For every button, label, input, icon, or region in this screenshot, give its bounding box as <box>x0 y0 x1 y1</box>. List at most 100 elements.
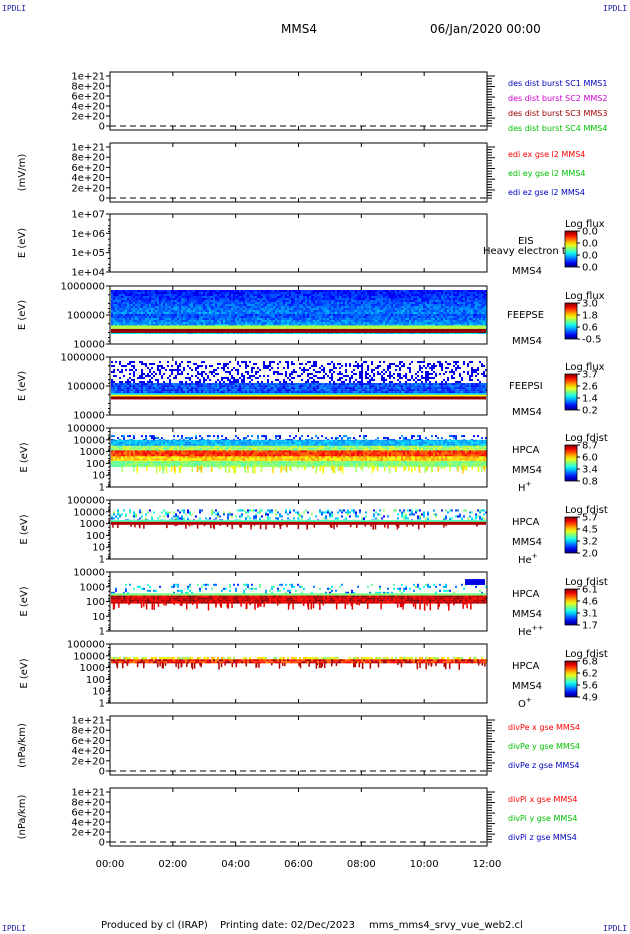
colorbar-tick-label: 0.0 <box>582 227 598 238</box>
spectrogram-cell <box>413 316 415 318</box>
spectrogram-cell <box>277 314 279 316</box>
spectrogram-cell <box>179 320 181 322</box>
spectrogram-cell <box>233 304 235 306</box>
spectrogram-cell <box>229 310 231 312</box>
spectrogram-cell <box>209 302 211 304</box>
spectrogram-cell <box>281 290 283 292</box>
spectrogram-cell <box>467 292 469 294</box>
spectrogram-cell <box>127 314 129 316</box>
spectrogram-cell <box>269 361 271 363</box>
spectrogram-cell <box>343 292 345 294</box>
spectrogram-cell <box>361 332 363 334</box>
spectrogram-cell <box>465 314 467 316</box>
spectrogram-cell <box>253 294 255 296</box>
spectrogram-cell <box>439 300 441 302</box>
spectrogram-cell <box>333 300 335 302</box>
spectrogram-cell <box>407 304 409 306</box>
spectrogram-cell <box>311 304 313 306</box>
spectrogram-cell <box>175 318 177 320</box>
spectrogram-cell <box>229 379 231 381</box>
spectrogram-cell <box>399 320 401 322</box>
spectrogram-cell <box>301 294 303 296</box>
spectrogram-cell <box>459 304 461 306</box>
spectrogram-cell <box>465 332 467 334</box>
spectrogram-cell <box>373 324 375 326</box>
spectrogram-cell <box>181 324 183 326</box>
spectrogram-cell <box>473 308 475 310</box>
spectrogram-cell <box>337 304 339 306</box>
spectrogram-cell <box>157 296 159 298</box>
spectrogram-cell <box>263 306 265 308</box>
spectrogram-cell <box>329 312 331 314</box>
spectrogram-cell <box>307 332 309 334</box>
spectrogram-cell <box>225 296 227 298</box>
spectrogram-cell <box>139 314 141 316</box>
spectrogram-cell <box>219 304 221 306</box>
spectrogram-cell <box>249 308 251 310</box>
spectrogram-cell <box>469 377 471 379</box>
spectrogram-cell <box>255 290 257 292</box>
spectrogram-cell <box>203 292 205 294</box>
spectrogram-cell <box>361 365 363 367</box>
spectrogram-cell <box>463 304 465 306</box>
spectrogram-cell <box>421 300 423 302</box>
spectrogram-cell <box>253 322 255 324</box>
spectrogram-cell <box>299 316 301 318</box>
spectrogram-cell <box>273 320 275 322</box>
spectrogram-cell <box>263 310 265 312</box>
spectrogram-cell <box>355 310 357 312</box>
spectrogram-cell <box>433 314 435 316</box>
spectrogram-cell <box>419 332 421 334</box>
spectrogram-cell <box>449 324 451 326</box>
spectrogram-cell <box>297 310 299 312</box>
spectrogram-cell <box>133 361 135 363</box>
spectrogram-cell <box>287 300 289 302</box>
spectrogram-cell <box>141 300 143 302</box>
spectrogram-cell <box>141 318 143 320</box>
spectrogram-cell <box>389 294 391 296</box>
spectrogram-cell <box>111 294 113 296</box>
spectrogram-cell <box>289 332 291 334</box>
spectrogram-cell <box>385 296 387 298</box>
spectrogram-cell <box>371 296 373 298</box>
spectrogram-cell <box>245 320 247 322</box>
spectrogram-cell <box>233 310 235 312</box>
spectrogram-cell <box>255 302 257 304</box>
spectrogram-cell <box>483 290 485 292</box>
spectrogram-cell <box>475 310 477 312</box>
spectrogram-cell <box>473 292 475 294</box>
spectrogram-cell <box>341 316 343 318</box>
spectrogram-cell <box>253 302 255 304</box>
spectrogram-cell <box>229 306 231 308</box>
spectrogram-cell <box>141 298 143 300</box>
spectrogram-cell <box>293 377 295 379</box>
spectrogram-cell <box>291 324 293 326</box>
spectrogram-cell <box>229 304 231 306</box>
spectrogram-cell <box>371 304 373 306</box>
spectrogram-cell <box>143 294 145 296</box>
spectrogram-cell <box>437 324 439 326</box>
spectrogram-cell <box>451 290 453 292</box>
spectrogram-cell <box>321 324 323 326</box>
spectrogram-cell <box>391 312 393 314</box>
spectrogram-cell <box>241 306 243 308</box>
spectrogram-cell <box>443 320 445 322</box>
spectrogram-cell <box>441 322 443 324</box>
spectrogram-cell <box>377 324 379 326</box>
spectrogram-cell <box>133 298 135 300</box>
spectrogram-cell <box>301 302 303 304</box>
spectrogram-cell <box>227 363 229 365</box>
y-tick-label: 2e+20 <box>71 183 105 194</box>
spectrogram-cell <box>393 292 395 294</box>
spectrogram-cell <box>381 310 383 312</box>
spectrogram-cell <box>165 332 167 334</box>
spectrogram-cell <box>141 312 143 314</box>
spectrogram-cell <box>249 306 251 308</box>
spectrogram-cell <box>325 296 327 298</box>
spectrogram-cell <box>327 324 329 326</box>
spectrogram-cell <box>123 292 125 294</box>
spectrogram-cell <box>177 367 179 369</box>
spectrogram-cell <box>415 332 417 334</box>
spectrogram-cell <box>403 304 405 306</box>
spectrogram-cell <box>209 318 211 320</box>
